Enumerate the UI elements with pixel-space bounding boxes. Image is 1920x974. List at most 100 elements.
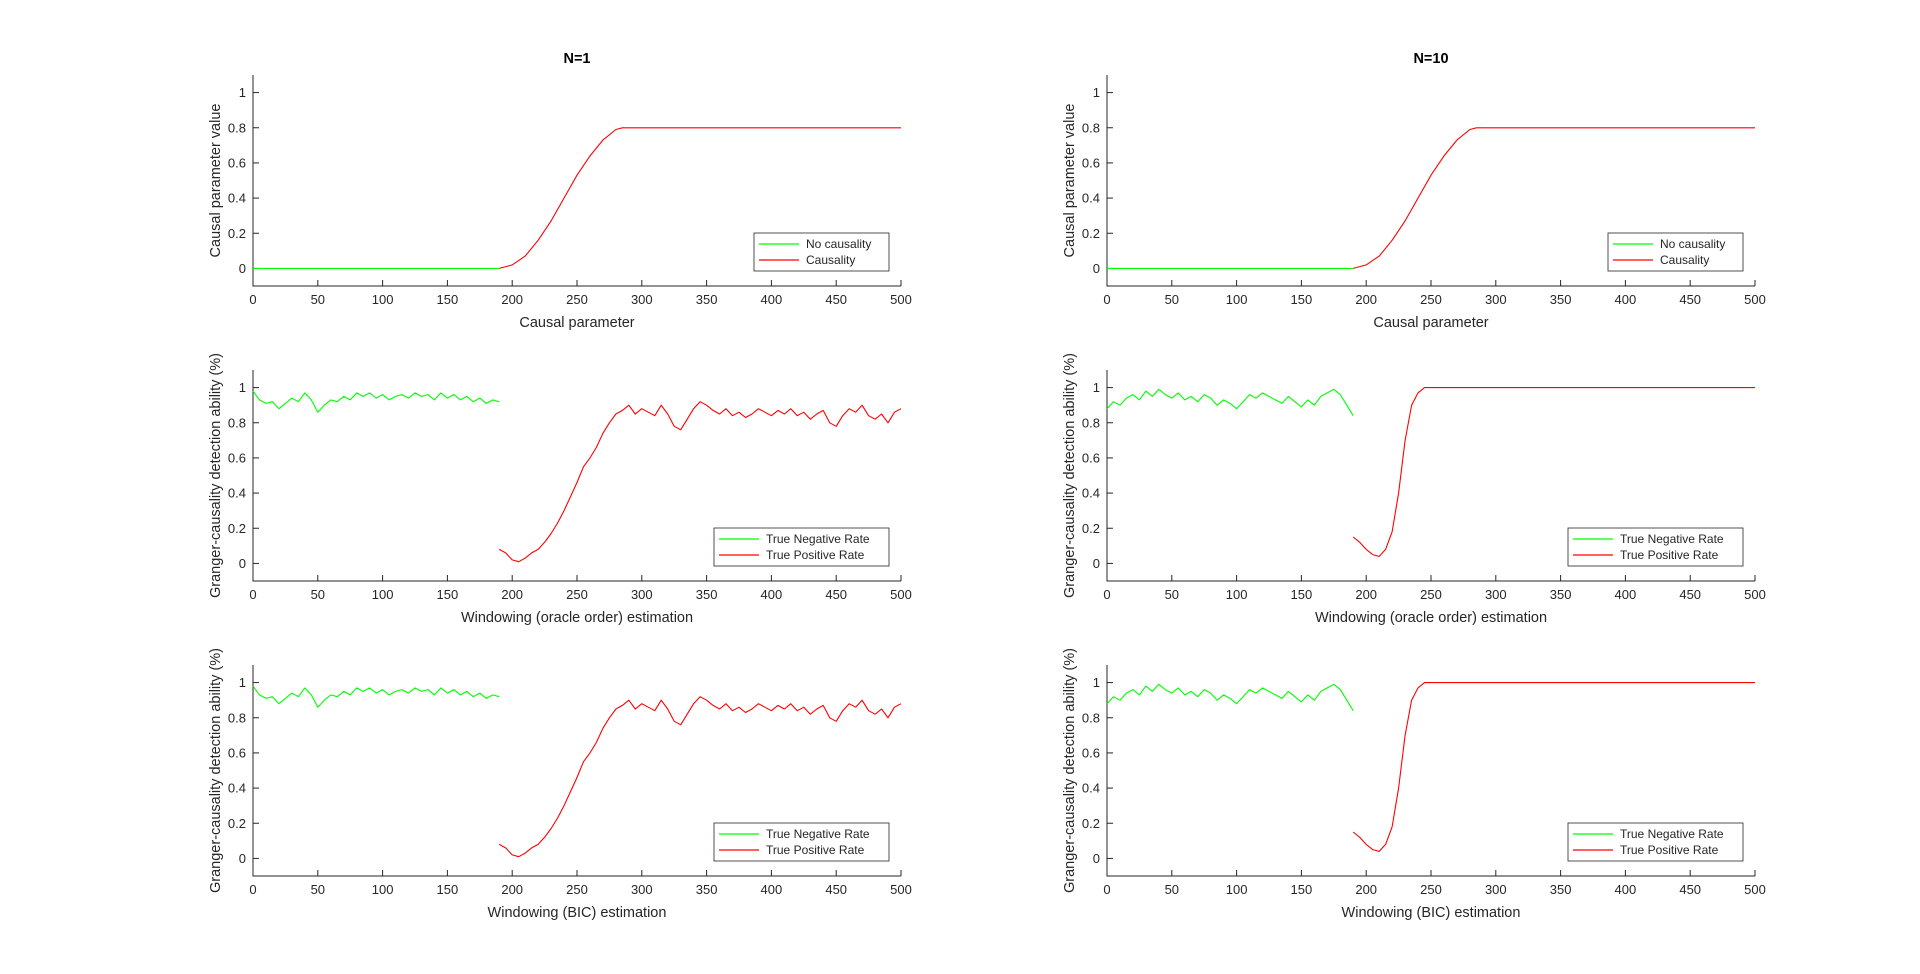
- legend-box: [713, 822, 890, 862]
- x-tick-label: 300: [631, 587, 653, 602]
- x-tick-label: 500: [1744, 882, 1766, 897]
- x-tick-label: 150: [437, 587, 459, 602]
- x-tick-label: 450: [1679, 587, 1701, 602]
- x-tick-label: 400: [1615, 292, 1637, 307]
- x-tick-label: 300: [1485, 882, 1507, 897]
- x-tick-label: 300: [1485, 292, 1507, 307]
- x-tick-label: 250: [566, 587, 588, 602]
- y-tick-label: 0: [1093, 261, 1100, 276]
- y-tick-label: 0: [239, 261, 246, 276]
- series-line-1: [1106, 388, 1354, 416]
- chart-title: N=1: [563, 51, 590, 67]
- x-tick-label: 400: [761, 292, 783, 307]
- y-tick-label: 1: [239, 85, 246, 100]
- legend-box: [713, 527, 890, 567]
- x-tick-label: 150: [1291, 292, 1313, 307]
- x-tick-label: 250: [566, 292, 588, 307]
- x-tick-label: 0: [1103, 587, 1110, 602]
- y-tick-label: 0.2: [228, 226, 246, 241]
- x-tick-label: 500: [1744, 587, 1766, 602]
- x-tick-label: 150: [437, 882, 459, 897]
- x-tick-label: 0: [249, 882, 256, 897]
- x-tick-label: 0: [249, 587, 256, 602]
- legend-label: No causality: [1660, 237, 1725, 251]
- y-tick-label: 0.2: [1082, 226, 1100, 241]
- x-tick-label: 0: [1103, 882, 1110, 897]
- legend: No causality Causality: [1607, 232, 1744, 272]
- legend: True Negative Rate True Positive Rate: [1567, 822, 1744, 862]
- x-tick-label: 200: [501, 587, 523, 602]
- x-tick-label: 200: [1355, 587, 1377, 602]
- y-axis-label: Granger-causality detection ability (%): [208, 353, 224, 598]
- x-tick-label: 500: [890, 292, 912, 307]
- y-tick-label: 1: [1093, 85, 1100, 100]
- series-line-2: [499, 127, 901, 269]
- x-tick-label: 100: [372, 882, 394, 897]
- y-axis-label: Granger-causality detection ability (%): [1062, 353, 1078, 598]
- x-tick-label: 150: [1291, 587, 1313, 602]
- x-tick-label: 50: [1165, 882, 1179, 897]
- x-tick-label: 350: [1550, 882, 1572, 897]
- x-tick-label: 100: [372, 587, 394, 602]
- y-tick-label: 0.6: [228, 450, 246, 465]
- x-tick-label: 200: [501, 292, 523, 307]
- series-line-1: [252, 390, 500, 413]
- y-tick-label: 0: [1093, 556, 1100, 571]
- x-tick-label: 300: [631, 292, 653, 307]
- y-tick-label: 0.8: [1082, 120, 1100, 135]
- x-tick-label: 400: [761, 882, 783, 897]
- x-axis-label: Causal parameter: [1373, 315, 1488, 331]
- series-line-2: [1352, 387, 1755, 557]
- y-tick-label: 0.4: [1082, 191, 1100, 206]
- series-line-2: [498, 696, 902, 858]
- x-tick-label: 50: [311, 292, 325, 307]
- y-tick-label: 0: [239, 556, 246, 571]
- x-tick-label: 250: [566, 882, 588, 897]
- x-tick-label: 150: [437, 292, 459, 307]
- y-axis-label: Granger-causality detection ability (%): [208, 648, 224, 893]
- legend: True Negative Rate True Positive Rate: [1567, 527, 1744, 567]
- x-axis-label: Windowing (oracle order) estimation: [1315, 610, 1547, 626]
- x-tick-label: 50: [1165, 292, 1179, 307]
- x-tick-label: 250: [1420, 882, 1442, 897]
- x-tick-label: 100: [1226, 587, 1248, 602]
- x-tick-label: 50: [1165, 587, 1179, 602]
- x-tick-label: 400: [761, 587, 783, 602]
- legend-label: True Positive Rate: [1620, 548, 1719, 562]
- legend-box: [1567, 822, 1744, 862]
- y-tick-label: 0.6: [1082, 745, 1100, 760]
- subplot-5: 0 50 100 150 200 250 300 350 400 450 500 0 0.2 0.4 0.6…: [208, 648, 912, 921]
- y-tick-label: 0.2: [1082, 521, 1100, 536]
- x-tick-label: 100: [1226, 292, 1248, 307]
- x-tick-label: 200: [1355, 292, 1377, 307]
- x-tick-label: 350: [1550, 587, 1572, 602]
- y-tick-label: 1: [1093, 380, 1100, 395]
- legend-label: True Positive Rate: [1620, 843, 1719, 857]
- x-tick-label: 250: [1420, 292, 1442, 307]
- x-tick-label: 400: [1615, 882, 1637, 897]
- x-tick-label: 450: [1679, 292, 1701, 307]
- y-tick-label: 0.8: [228, 710, 246, 725]
- x-tick-label: 450: [825, 587, 847, 602]
- legend: No causality Causality: [753, 232, 890, 272]
- legend-label: No causality: [806, 237, 871, 251]
- series-line-1: [252, 685, 500, 708]
- y-tick-label: 0.2: [228, 521, 246, 536]
- legend: True Negative Rate True Positive Rate: [713, 527, 890, 567]
- x-tick-label: 50: [311, 587, 325, 602]
- x-tick-label: 0: [1103, 292, 1110, 307]
- x-axis-label: Causal parameter: [519, 315, 634, 331]
- y-tick-label: 0: [1093, 851, 1100, 866]
- subplot-2: 0 50 100 150 200 250 300 350 400 450 500 0 0.2 0.4 0.6…: [1062, 51, 1766, 331]
- chart-title: N=10: [1413, 51, 1448, 67]
- x-tick-label: 350: [696, 292, 718, 307]
- x-tick-label: 400: [1615, 587, 1637, 602]
- y-tick-label: 0.6: [228, 155, 246, 170]
- x-tick-label: 100: [372, 292, 394, 307]
- x-tick-label: 200: [1355, 882, 1377, 897]
- y-axis-label: Causal parameter value: [208, 104, 224, 258]
- y-tick-label: 0.4: [228, 781, 246, 796]
- x-tick-label: 350: [696, 882, 718, 897]
- x-tick-label: 300: [631, 882, 653, 897]
